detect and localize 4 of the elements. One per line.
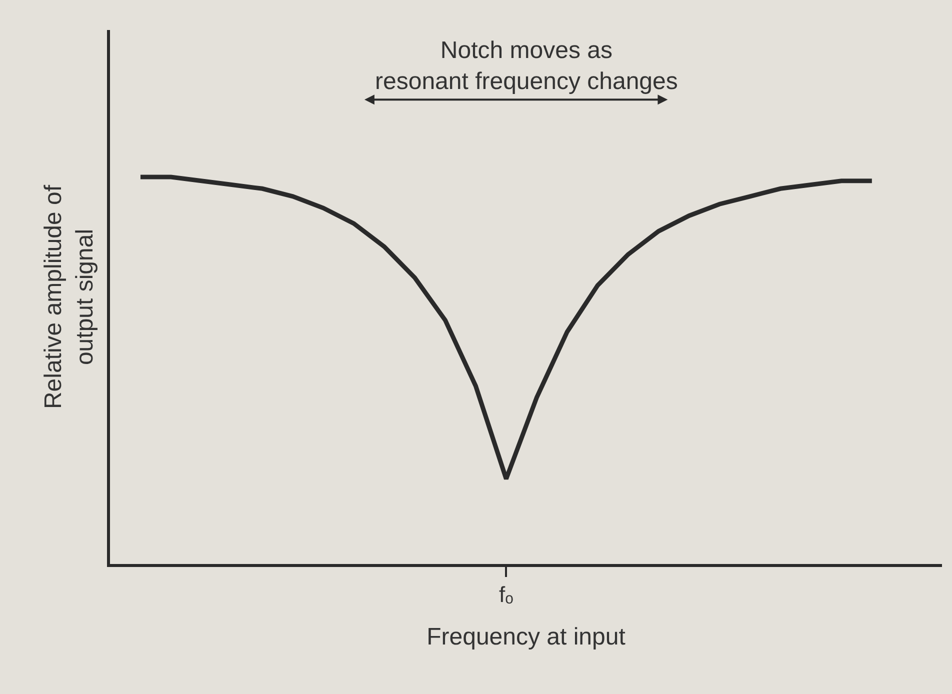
x-axis-title: Frequency at input	[426, 623, 626, 650]
text: fₒ	[499, 582, 514, 607]
text: Notch moves as resonant frequency changes	[375, 37, 678, 96]
y-axis-title: Relative amplitude of output signal	[40, 184, 98, 410]
